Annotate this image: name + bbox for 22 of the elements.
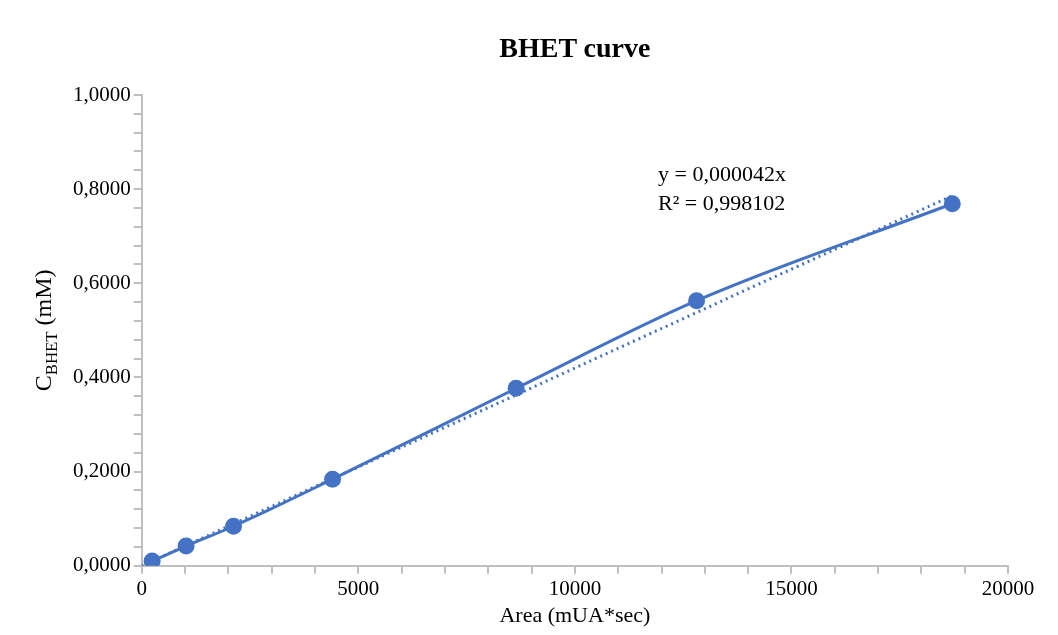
point [324,470,342,488]
y-tick-label: 1,0000 [73,81,131,106]
annotation: y = 0,000042x R² = 0,998102 [658,160,786,215]
point [177,537,195,555]
chart-title: BHET curve [499,32,651,64]
x-tick-label: 10000 [548,575,602,600]
x-tick-label: 20000 [981,575,1035,600]
y-tick-label: 0,6000 [73,269,131,294]
x-tick-label: 15000 [765,575,818,600]
point [688,292,706,310]
y-tick-label: 0,8000 [73,175,131,200]
y-tick-label: 0,2000 [73,458,131,483]
y-axis-title: CBHET (mM) [30,269,61,392]
point [225,517,243,535]
y-tick-label: 0,0000 [73,552,131,577]
point [943,195,961,213]
x-axis-title: Area (mUA*sec) [499,601,651,627]
y-tick-label: 0,4000 [73,364,131,388]
x-tick-label: 0 [136,575,147,600]
point [143,552,161,566]
point [507,379,525,397]
x-tick-label: 5000 [337,575,380,600]
